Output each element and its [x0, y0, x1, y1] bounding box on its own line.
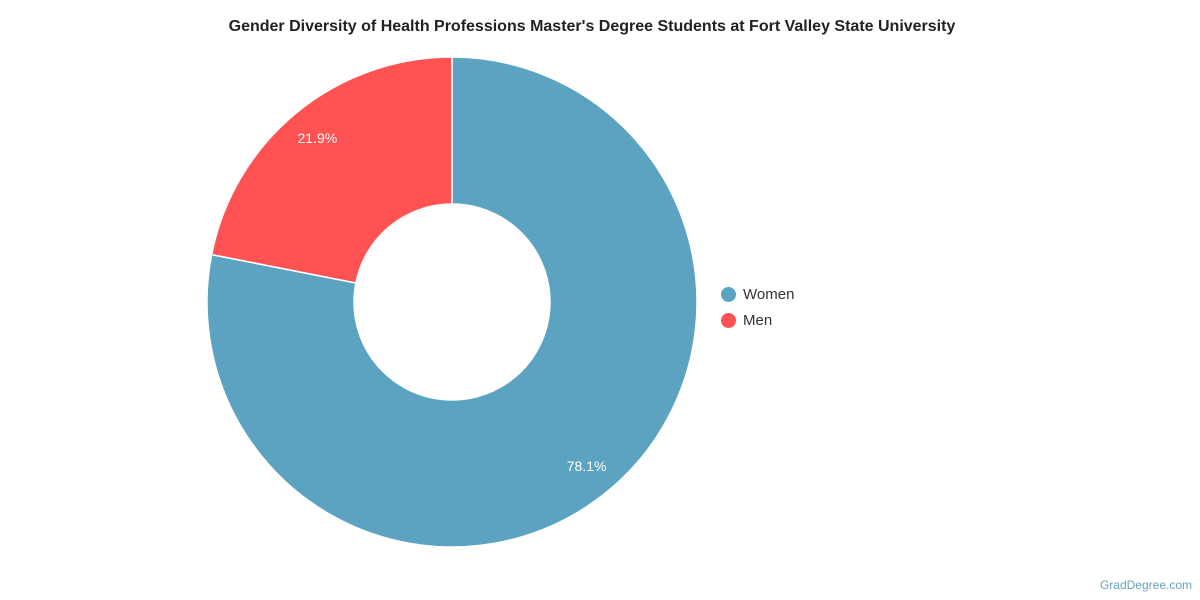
chart-title: Gender Diversity of Health Professions M…: [228, 18, 956, 35]
legend-swatch-women: [721, 286, 736, 302]
watermark[interactable]: GradDegree.com: [1099, 578, 1192, 592]
data-label-men: 21.9%: [298, 130, 338, 146]
data-label-women: 78.1%: [567, 458, 607, 474]
slice-women[interactable]: [206, 56, 698, 548]
legend-label-women: Women: [743, 285, 795, 303]
legend-item-men[interactable]: Men: [721, 307, 794, 333]
legend-label-men: Men: [743, 311, 773, 329]
slice-men[interactable]: [210, 56, 453, 284]
legend-swatch-men: [721, 312, 736, 328]
legend: Women Men: [721, 281, 794, 333]
legend-item-women[interactable]: Women: [721, 281, 794, 307]
